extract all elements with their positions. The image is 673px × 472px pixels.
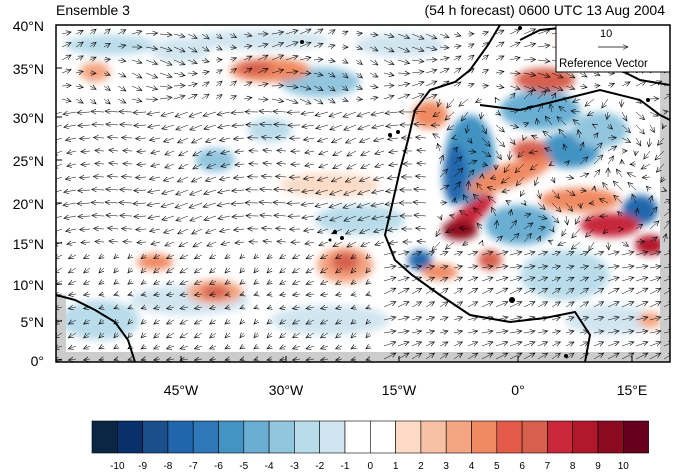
- x-tick-label: 0°: [488, 382, 548, 398]
- colorbar-swatch: [598, 421, 623, 453]
- colorbar-label: -8: [156, 461, 180, 472]
- colorbar-swatch: [219, 421, 244, 453]
- colorbar-label: -6: [207, 461, 231, 472]
- y-tick-label: 0°: [0, 353, 44, 369]
- x-tick-label: 30°W: [256, 382, 316, 398]
- colorbar-label: 5: [485, 461, 509, 472]
- reference-vector-magnitude: 10: [600, 28, 612, 40]
- y-tick-label: 10°N: [0, 277, 44, 293]
- colorbar-label: 1: [384, 461, 408, 472]
- colorbar-label: 4: [460, 461, 484, 472]
- colorbar-swatch: [573, 421, 598, 453]
- colorbar-swatch: [345, 421, 370, 453]
- colorbar-label: 10: [611, 461, 635, 472]
- y-tick-label: 25°N: [0, 153, 44, 169]
- colorbar-swatch: [497, 421, 522, 453]
- colorbar-swatch: [320, 421, 345, 453]
- y-tick-label: 40°N: [0, 18, 44, 34]
- colorbar-label: 0: [358, 461, 382, 472]
- colorbar-swatch: [522, 421, 547, 453]
- colorbar-label: -5: [232, 461, 256, 472]
- colorbar-label: -2: [308, 461, 332, 472]
- colorbar: [92, 421, 649, 453]
- colorbar-label: -9: [131, 461, 155, 472]
- colorbar-label: -3: [282, 461, 306, 472]
- colorbar-label: 6: [510, 461, 534, 472]
- colorbar-label: -1: [333, 461, 357, 472]
- colorbar-swatch: [396, 421, 421, 453]
- colorbar-swatch: [269, 421, 294, 453]
- colorbar-label: 7: [535, 461, 559, 472]
- colorbar-swatch: [370, 421, 395, 453]
- colorbar-swatch: [446, 421, 471, 453]
- y-tick-label: 35°N: [0, 61, 44, 77]
- x-tick-label: 15°E: [602, 382, 662, 398]
- colorbar-label: 8: [561, 461, 585, 472]
- y-tick-label: 30°N: [0, 110, 44, 126]
- colorbar-label: -7: [181, 461, 205, 472]
- y-tick-label: 15°N: [0, 236, 44, 252]
- colorbar-label: -4: [257, 461, 281, 472]
- y-tick-label: 20°N: [0, 196, 44, 212]
- colorbar-swatch: [472, 421, 497, 453]
- reference-vector-label: Reference Vector: [559, 58, 648, 70]
- colorbar-swatch: [421, 421, 446, 453]
- colorbar-swatch: [143, 421, 168, 453]
- colorbar-label: 3: [434, 461, 458, 472]
- x-tick-label: 15°W: [369, 382, 429, 398]
- y-tick-label: 5°N: [0, 314, 44, 330]
- x-tick-label: 45°W: [151, 382, 211, 398]
- colorbar-swatch: [92, 421, 117, 453]
- colorbar-swatch: [193, 421, 218, 453]
- colorbar-swatch: [244, 421, 269, 453]
- colorbar-swatch: [623, 421, 648, 453]
- colorbar-label: 2: [409, 461, 433, 472]
- colorbar-swatch: [117, 421, 142, 453]
- colorbar-label: -10: [105, 461, 129, 472]
- colorbar-swatch: [168, 421, 193, 453]
- colorbar-label: 9: [586, 461, 610, 472]
- colorbar-swatch: [547, 421, 572, 453]
- colorbar-swatch: [294, 421, 319, 453]
